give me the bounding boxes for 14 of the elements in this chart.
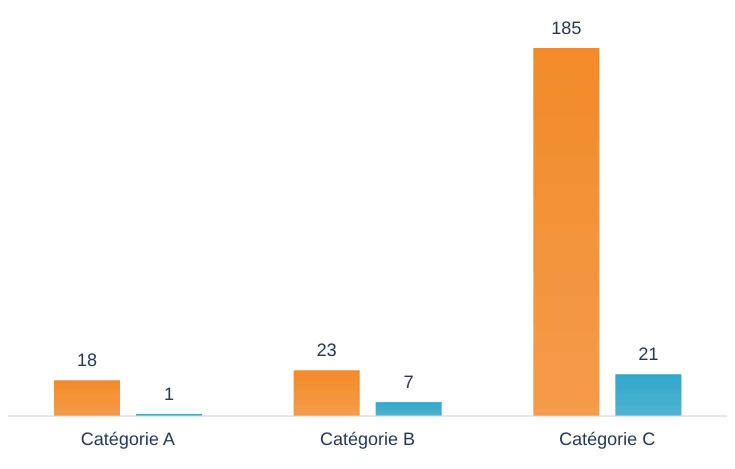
- x-tick-label: Catégorie A: [80, 428, 175, 449]
- data-label: 23: [316, 340, 337, 360]
- data-label: 7: [404, 372, 414, 392]
- bar: [54, 380, 120, 416]
- data-label: 21: [638, 344, 658, 364]
- bar: [533, 48, 600, 416]
- data-label: 185: [551, 18, 582, 38]
- bar: [294, 370, 360, 416]
- x-tick-label: Catégorie B: [320, 428, 416, 449]
- data-label: 1: [164, 384, 174, 404]
- bar: [615, 374, 682, 416]
- data-label: 18: [76, 350, 98, 370]
- x-tick-label: Catégorie C: [559, 428, 656, 449]
- bar: [376, 402, 442, 416]
